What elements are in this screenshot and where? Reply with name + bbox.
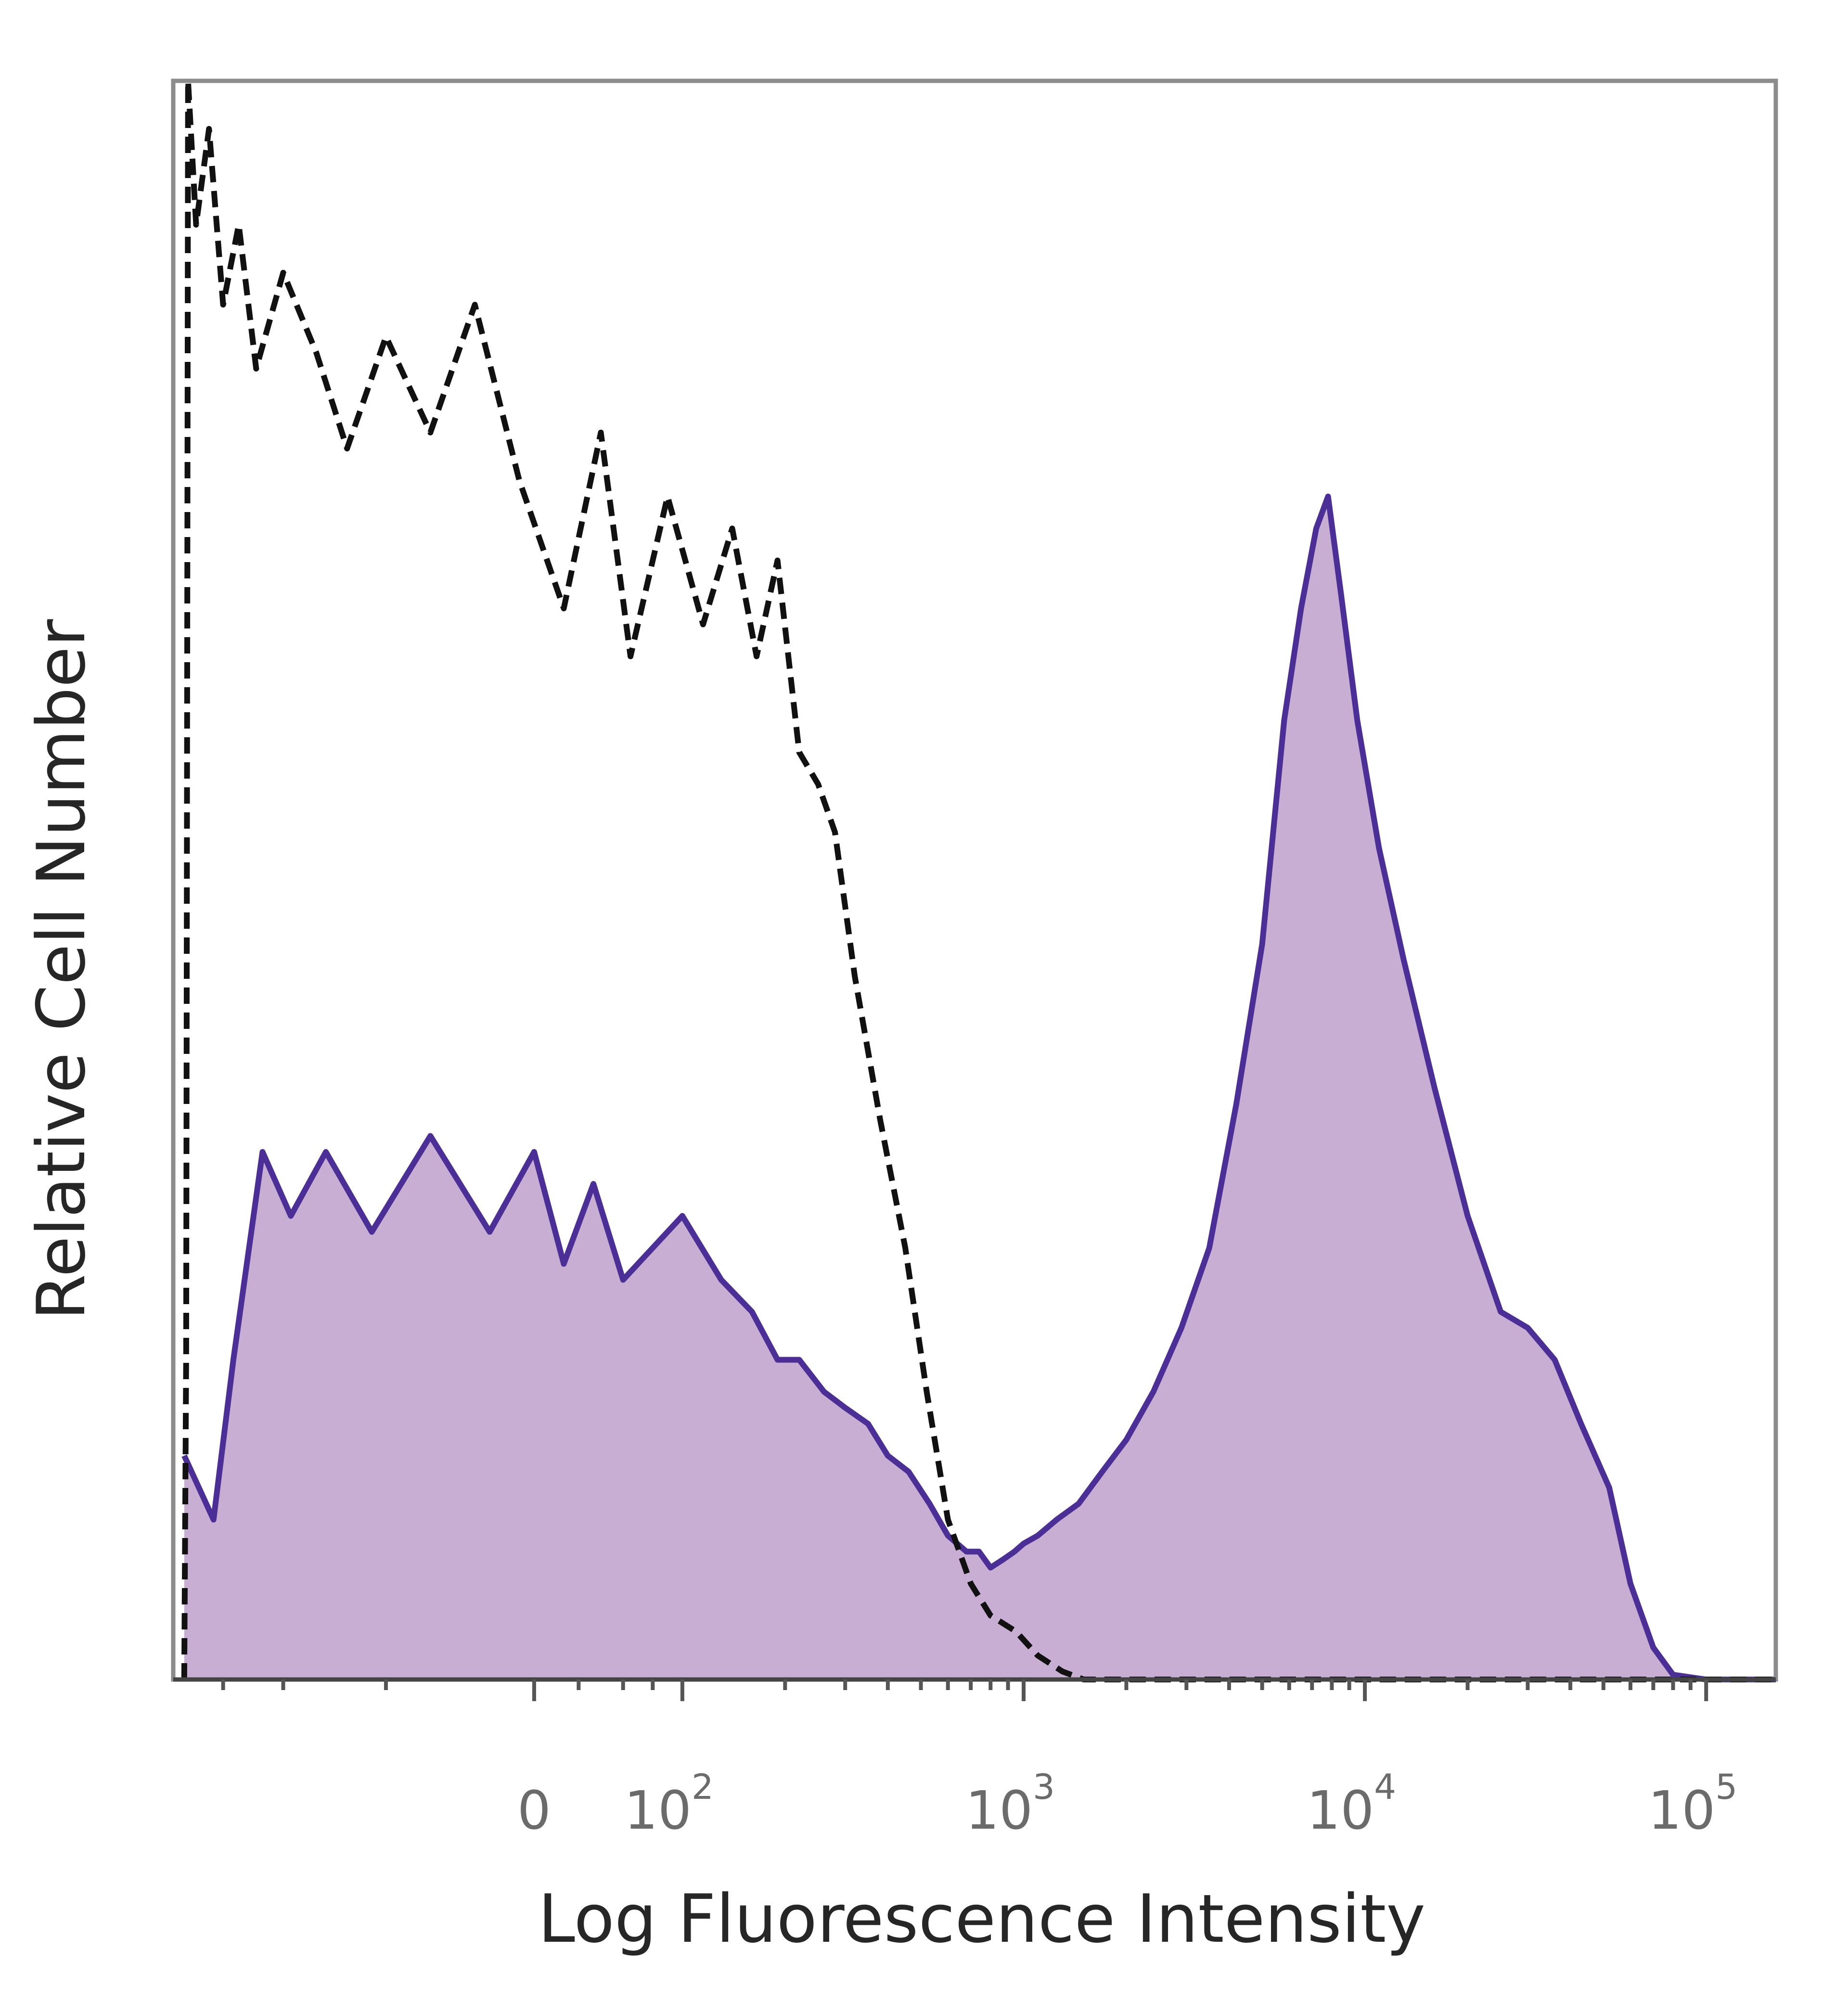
x-tick-label: 104 xyxy=(1307,1767,1396,1841)
sample-histogram-line xyxy=(181,493,1776,1682)
x-tick-label: 0 xyxy=(517,1780,551,1841)
y-axis-title: Relative Cell Number xyxy=(23,619,100,1320)
x-tick-label: 105 xyxy=(1648,1767,1737,1841)
x-tick-label: 103 xyxy=(965,1767,1055,1841)
sample-histogram-fill xyxy=(184,496,1776,1679)
x-axis-tick-labels: 0 102 103 104 105 xyxy=(517,1767,1737,1841)
x-axis-ticks xyxy=(221,1679,1708,1701)
plot-area xyxy=(171,78,1778,1682)
x-tick-label: 102 xyxy=(624,1767,714,1841)
x-axis-title: Log Fluorescence Intensity xyxy=(538,1880,1425,1958)
